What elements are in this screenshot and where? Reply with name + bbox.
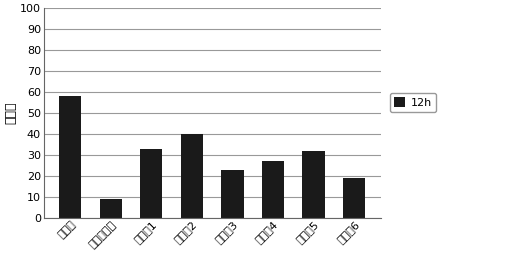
Bar xyxy=(99,199,122,218)
Bar xyxy=(59,96,81,218)
Bar xyxy=(221,170,244,218)
Y-axis label: 百分比: 百分比 xyxy=(4,102,17,124)
Bar xyxy=(343,178,366,218)
Bar xyxy=(262,161,284,218)
Legend: 12h: 12h xyxy=(389,93,437,112)
Bar xyxy=(140,149,162,218)
Bar xyxy=(303,151,325,218)
Bar xyxy=(180,134,203,218)
